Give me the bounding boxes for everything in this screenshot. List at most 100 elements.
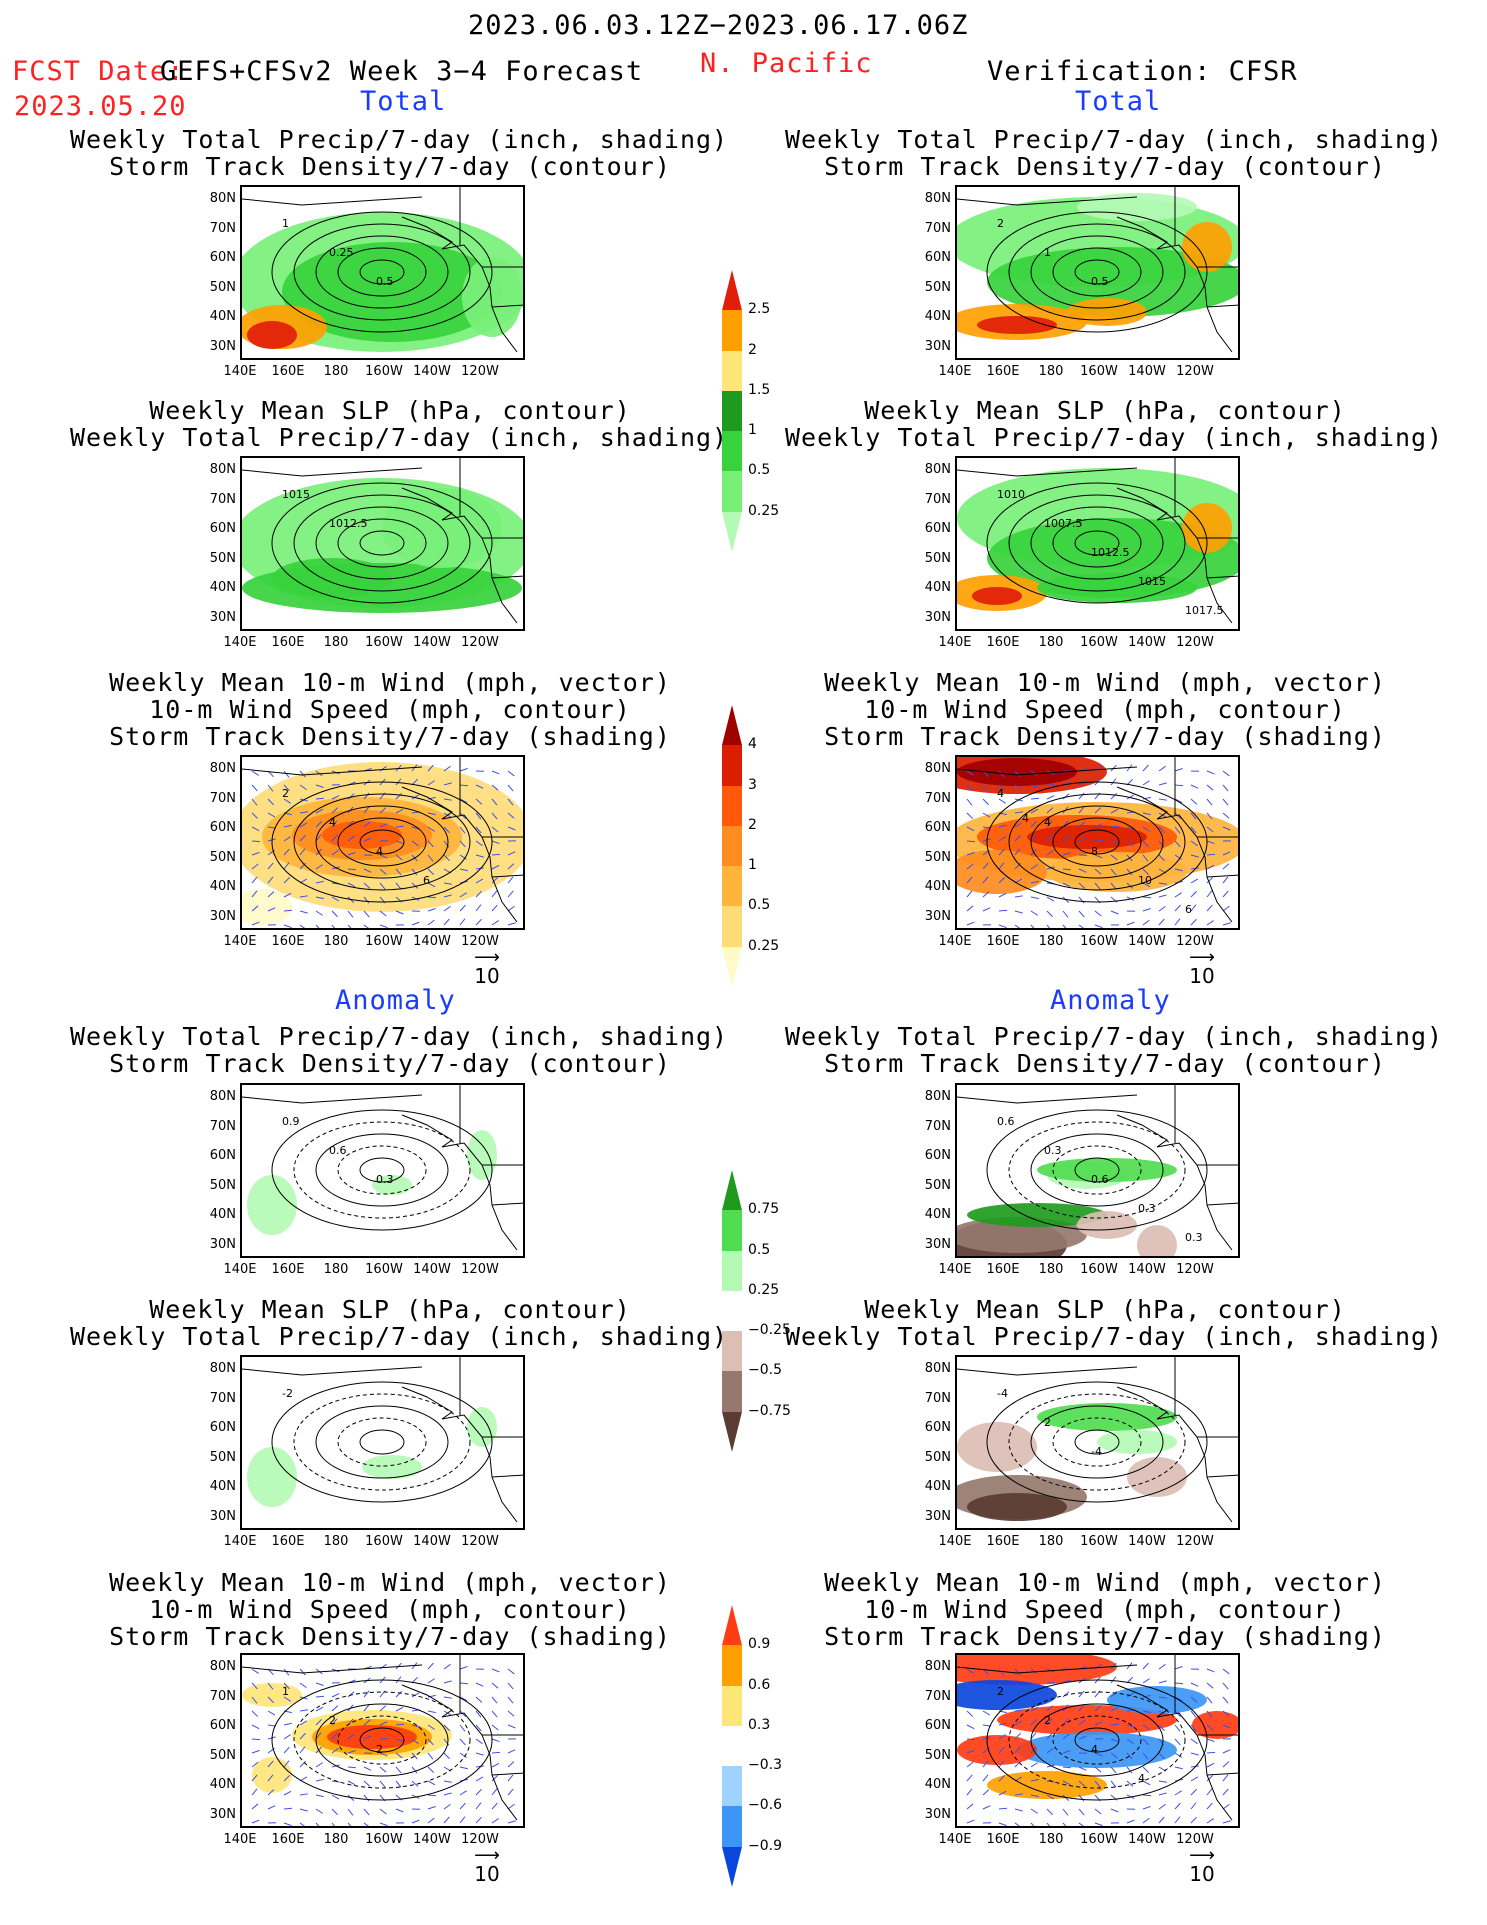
arrow-icon: ⟶: [1189, 1845, 1215, 1866]
wind-vector: [475, 1765, 484, 1768]
wind-vector: [427, 840, 434, 848]
wind-vector: [1239, 877, 1240, 883]
wind-vector: [379, 823, 388, 828]
colorbar-segment: [722, 1250, 742, 1291]
wind-vector: [1174, 1738, 1181, 1746]
lat-label: 50N: [924, 279, 951, 295]
wind-vector: [1014, 1720, 1023, 1726]
vector-reference: ⟶ 10: [1177, 1845, 1227, 1887]
wind-vector: [1142, 1678, 1150, 1684]
political-border: [1174, 1085, 1238, 1206]
shading-region: [987, 1771, 1107, 1799]
wind-vector: [363, 868, 372, 873]
colorbar-tick-label: −0.5: [748, 1362, 782, 1379]
wind-vector: [459, 1710, 467, 1717]
contour-line: [1008, 1121, 1186, 1219]
wind-vector: [1206, 890, 1213, 898]
wind-vector: [427, 1806, 436, 1810]
wind-vector: [459, 1790, 467, 1796]
contour-line: [271, 1381, 493, 1503]
wind-vector: [283, 798, 291, 804]
wind-vector: [1222, 863, 1230, 870]
wind-vector: [1062, 835, 1070, 842]
coastline: [242, 1094, 518, 1251]
contour-line: [271, 781, 493, 903]
wind-vector: [283, 924, 292, 928]
shading-region: [252, 1757, 292, 1793]
wind-vector: [315, 896, 324, 900]
wind-vector: [395, 910, 404, 915]
wind-vector: [427, 868, 435, 875]
lat-label: 60N: [209, 250, 236, 265]
wind-vector: [1142, 1738, 1149, 1746]
wind-vector: [283, 877, 291, 884]
lon-label: 180: [323, 1832, 349, 1847]
wind-vector: [1030, 1732, 1037, 1740]
lat-label: 80N: [924, 1659, 951, 1674]
wind-vector: [966, 851, 975, 856]
wind-vector: [411, 1766, 418, 1774]
wind-vector: [1126, 882, 1134, 889]
wind-vector: [507, 1774, 514, 1782]
wind-vector: [998, 1682, 1005, 1690]
region-label: N. Pacific: [700, 48, 873, 79]
wind-vector: [507, 798, 514, 806]
lat-label: 70N: [209, 1118, 236, 1134]
colorbar-segment: [722, 1645, 742, 1686]
wind-vector: [427, 1794, 437, 1797]
wind-vector: [251, 1668, 259, 1674]
wind-vector: [998, 770, 1005, 778]
colorbar-segment: [722, 390, 742, 432]
wind-vector: [363, 1735, 372, 1740]
contour-line: [359, 1429, 405, 1455]
wind-vector: [443, 782, 452, 786]
contour-label: 6: [423, 874, 430, 887]
wind-vector: [1174, 767, 1183, 772]
wind-vector: [1110, 1691, 1118, 1698]
wind-vector: [1158, 1752, 1165, 1760]
wind-vector: [491, 1762, 500, 1768]
wind-vector: [395, 1808, 404, 1813]
wind-vector: [524, 892, 525, 897]
lat-label: 60N: [924, 521, 951, 536]
contour-label: 4: [1091, 1743, 1098, 1756]
colorbar-tick-label: 0.9: [748, 1636, 771, 1653]
wind-vector: [427, 764, 434, 772]
lat-label: 80N: [209, 761, 236, 776]
wind-vector: [267, 1760, 274, 1768]
lat-label: 40N: [209, 309, 236, 324]
wind-vector: [1110, 825, 1120, 828]
wind-vector: [1206, 1696, 1213, 1704]
lon-label: 180: [1038, 1534, 1064, 1549]
shading-region: [327, 1725, 417, 1749]
wind-vector: [299, 1682, 307, 1689]
wind-vector: [283, 1746, 290, 1754]
wind-vector: [475, 890, 482, 898]
section-anomaly-right: Anomaly: [1050, 985, 1171, 1016]
colorbar-tick-label: 0.5: [748, 897, 771, 914]
wind-vector: [251, 784, 258, 792]
colorbar-tick-label: 0.3: [748, 1716, 771, 1733]
wind-vector: [1110, 1676, 1117, 1684]
wind-vector: [507, 1749, 516, 1754]
wind-vector: [331, 849, 339, 856]
wind-vector: [1174, 798, 1183, 804]
wind-vector: [251, 863, 259, 870]
contour-line: [1030, 1133, 1164, 1207]
panel-title-obs-slp-anom: Weekly Mean SLP (hPa, contour) Weekly To…: [785, 1295, 1444, 1351]
wind-vector: [283, 784, 290, 792]
wind-vector: [1094, 1766, 1102, 1773]
wind-vector: [459, 854, 467, 860]
lat-label: 40N: [209, 879, 236, 894]
lat-label: 40N: [924, 309, 951, 324]
contour-label: 4: [1044, 816, 1051, 829]
wind-vector: [1174, 1766, 1183, 1770]
wind-vector: [427, 919, 435, 926]
wind-vector: [1222, 798, 1229, 806]
wind-vector: [1142, 1780, 1151, 1786]
wind-vector: [491, 1738, 500, 1743]
wind-vector: [1142, 854, 1149, 862]
lon-label: 120W: [1176, 934, 1214, 949]
wind-vector: [491, 1818, 499, 1824]
map-canvas-obs-precip-anom: 0.6 0.3 0.6 0.3 0.3: [957, 1085, 1238, 1256]
